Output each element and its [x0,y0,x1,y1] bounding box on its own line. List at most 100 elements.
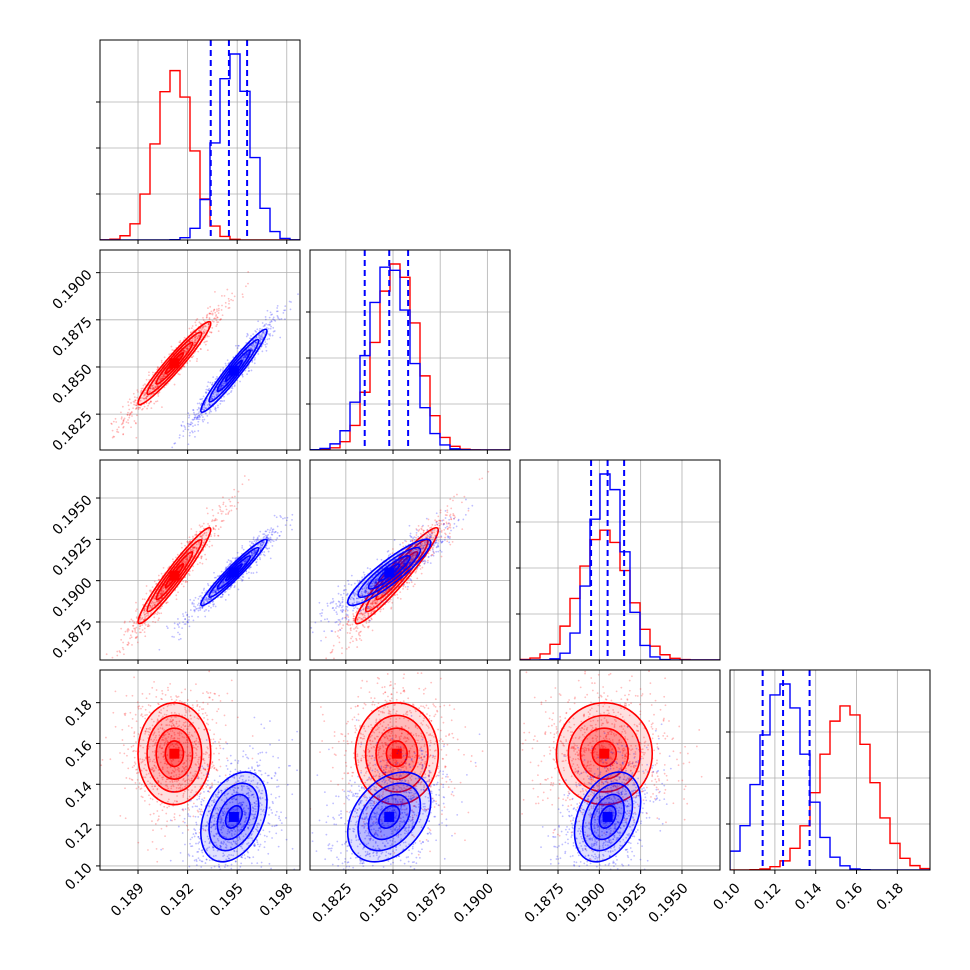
scatter-point [207,584,210,587]
scatter-point [233,384,236,386]
scatter-point [153,616,156,619]
scatter-point [352,640,354,643]
scatter-point [160,592,162,595]
scatter-point [245,352,248,355]
panel-frame [99,39,301,241]
scatter-point [203,406,206,409]
scatter-point [177,373,180,375]
scatter-point [255,560,258,563]
scatter-point [213,308,216,311]
scatter-point [230,390,233,392]
scatter-point [441,519,444,522]
scatter-point [256,537,259,540]
scatter-point [373,599,376,602]
scatter-point [127,627,129,630]
scatter-point [122,426,125,429]
scatter-point [408,581,411,584]
scatter-point [214,590,217,593]
scatter-point [282,517,284,520]
scatter-point [357,616,360,619]
scatter-point [214,409,217,412]
scatter-point [198,595,201,598]
scatter-point [191,325,194,327]
scatter-point [173,383,176,386]
scatter-point [433,552,435,555]
scatter-point [149,390,151,393]
scatter-point [245,572,248,575]
scatter-point [121,646,124,649]
scatter-point [183,560,186,563]
scatter-point [183,336,186,339]
scatter-point [381,593,384,596]
scatter-point [370,606,373,609]
scatter-point [135,404,138,407]
scatter-point [446,528,449,531]
scatter-point [158,617,160,620]
scatter-point [216,308,218,311]
scatter-point [150,612,153,615]
scatter-point [377,596,379,598]
scatter-point [227,559,230,561]
scatter-point [148,402,150,405]
scatter-point [197,406,200,409]
scatter-point [205,392,207,395]
scatter-point [217,406,219,409]
scatter-point [195,335,198,338]
scatter-point [205,596,208,599]
scatter-point [149,589,152,592]
scatter-point [197,412,200,415]
scatter-point [266,535,269,538]
scatter-point [193,416,196,419]
scatter-point [162,376,164,379]
scatter-point [199,413,202,416]
scatter-point [126,629,129,631]
scatter-point [374,578,377,581]
scatter-point [366,607,369,610]
scatter-point [201,544,203,547]
scatter-point [242,296,244,298]
scatter-point [199,609,202,611]
scatter-point [194,596,197,599]
scatter-point [223,294,226,297]
scatter-point [149,604,152,607]
scatter-point [194,337,196,340]
scatter-point [206,385,209,388]
scatter-point [123,621,126,624]
scatter-point [162,590,165,592]
scatter-point [247,557,249,560]
scatter-point [254,551,257,553]
scatter-point [133,622,136,625]
scatter-point [161,375,163,378]
scatter-point [222,580,225,583]
scatter-point [199,525,202,528]
scatter-point [261,333,263,336]
scatter-point [449,523,452,526]
scatter-point [188,416,190,419]
scatter-point [153,603,156,606]
scatter-point [218,574,221,577]
scatter-point [201,419,204,421]
scatter-point [144,393,147,396]
scatter-point [269,538,272,541]
scatter-point [356,627,359,630]
scatter-point [427,535,429,537]
scatter-point [127,642,130,645]
scatter-point [409,562,411,565]
scatter-point [252,572,255,574]
scatter-point [259,334,262,337]
scatter-point [160,589,163,592]
scatter-point [230,386,233,389]
scatter-point [323,661,325,663]
scatter-point [143,405,146,408]
scatter-point [226,561,229,564]
scatter-point [249,337,251,340]
scatter-point [421,537,424,540]
scatter-point [244,560,247,563]
scatter-point [201,397,204,400]
scatter-point [162,566,165,569]
scatter-point [304,280,306,282]
scatter-point [212,600,215,603]
scatter-point [341,647,343,649]
scatter-point [411,539,414,542]
scatter-point [201,537,204,540]
